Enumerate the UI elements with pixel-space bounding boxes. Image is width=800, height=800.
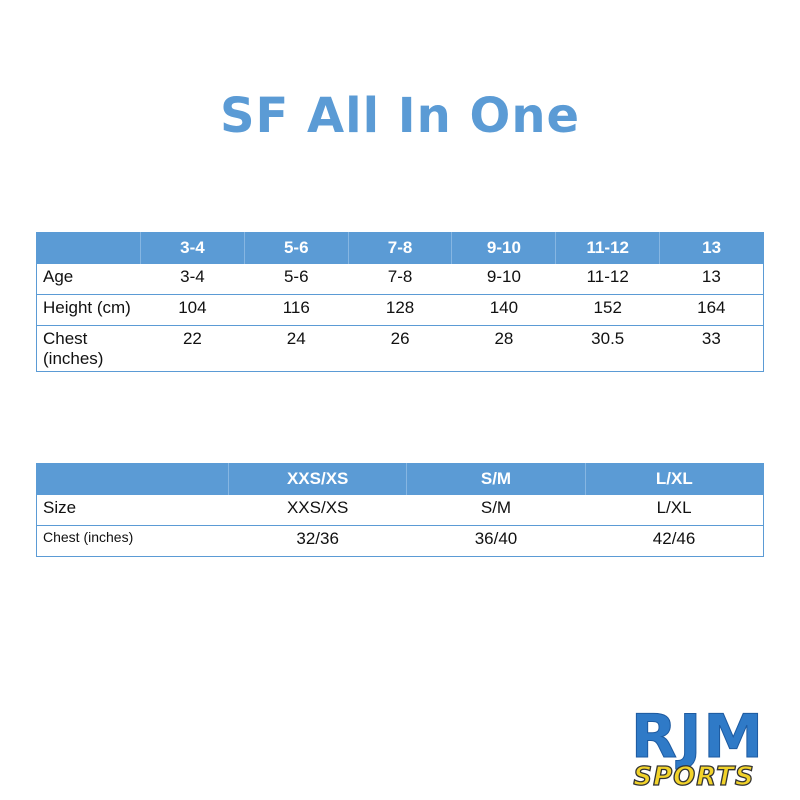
table-cell: S/M [406, 494, 586, 526]
table-header-row: XXS/XS S/M L/XL [36, 463, 764, 495]
table-cell: 116 [244, 294, 349, 326]
table-cell: 30.5 [555, 325, 660, 372]
table-header: 5-6 [243, 232, 349, 264]
table-cell: 22 [140, 325, 245, 372]
table-cell: 26 [348, 325, 452, 372]
logo-graphic: RJM SPORTS [630, 705, 765, 791]
kids-size-table: 3-4 5-6 7-8 9-10 11-12 13 Age 3-4 5-6 7-… [36, 232, 764, 372]
table-cell: 7-8 [348, 263, 452, 295]
table-cell: 33 [659, 325, 764, 372]
table-cell: 32/36 [228, 525, 407, 557]
table-cell: XXS/XS [228, 494, 407, 526]
table-header: 11-12 [555, 232, 660, 264]
logo-sports-text: SPORTS [633, 762, 754, 791]
table-row-height: Height (cm) 104 116 128 140 152 164 [36, 294, 764, 326]
adult-size-table: XXS/XS S/M L/XL Size XXS/XS S/M L/XL Che… [36, 463, 764, 557]
table-cell: 3-4 [140, 263, 245, 295]
table-cell: 140 [451, 294, 556, 326]
table-cell: 5-6 [244, 263, 349, 295]
table-header-blank [36, 232, 141, 264]
table-cell: 13 [659, 263, 764, 295]
row-label: Size [36, 494, 229, 526]
row-label: Chest (inches) [36, 525, 229, 557]
table-cell: 164 [659, 294, 764, 326]
table-cell: 42/46 [585, 525, 764, 557]
table-cell: 28 [451, 325, 556, 372]
logo-rjm-text: RJM [631, 705, 765, 772]
table-header: 3-4 [140, 232, 245, 264]
rjm-sports-logo: RJM SPORTS [604, 705, 792, 791]
table-cell: 9-10 [451, 263, 556, 295]
table-row-age: Age 3-4 5-6 7-8 9-10 11-12 13 [36, 263, 764, 295]
table-header: 13 [659, 232, 764, 264]
table-cell: 104 [140, 294, 245, 326]
row-label: Height (cm) [36, 294, 141, 326]
table-cell: 24 [244, 325, 349, 372]
table-header-row: 3-4 5-6 7-8 9-10 11-12 13 [36, 232, 764, 264]
table-header: S/M [406, 463, 586, 495]
table-header: 7-8 [347, 232, 452, 264]
table-row-chest: Chest (inches) 22 24 26 28 30.5 33 [36, 325, 764, 372]
table-row-chest: Chest (inches) 32/36 36/40 42/46 [36, 525, 764, 557]
table-header-blank [36, 463, 229, 495]
table-cell: 36/40 [406, 525, 586, 557]
table-row-size: Size XXS/XS S/M L/XL [36, 494, 764, 526]
row-label: Chest (inches) [36, 325, 141, 372]
table-cell: 152 [555, 294, 660, 326]
page-title: SF All In One [219, 88, 581, 144]
table-header: XXS/XS [227, 463, 407, 495]
table-cell: 128 [348, 294, 452, 326]
table-header: L/XL [584, 463, 764, 495]
row-label: Age [36, 263, 141, 295]
table-header: 9-10 [451, 232, 556, 264]
table-cell: 11-12 [555, 263, 660, 295]
table-cell: L/XL [585, 494, 764, 526]
